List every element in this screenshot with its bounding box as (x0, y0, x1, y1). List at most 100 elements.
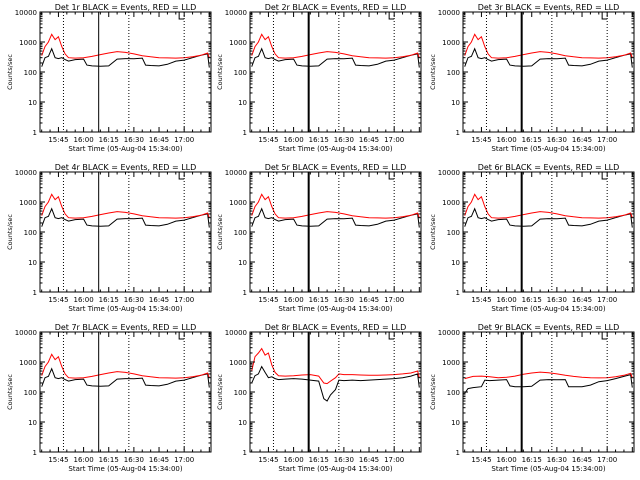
x-tick-label: 17:00 (174, 296, 194, 304)
plot-frame (249, 171, 422, 293)
x-tick-label: 16:15 (522, 136, 542, 144)
y-tick-label: 1 (456, 289, 460, 297)
events-line (464, 207, 633, 228)
x-tick-label: 15:45 (48, 136, 68, 144)
x-axis-label: Start Time (05-Aug-04 15:34:00) (278, 145, 392, 153)
y-tick-label: 10 (28, 259, 37, 267)
panel-5: Det 5r BLACK = Events, RED = LLD 1 10 100 10… (216, 163, 422, 313)
x-tick-label: 16:00 (73, 296, 93, 304)
panel-title: Det 6r BLACK = Events, RED = LLD (478, 163, 620, 172)
y-axis-label: Counts/sec (216, 54, 224, 90)
x-tick-label: 16:30 (124, 136, 144, 144)
y-tick-label: 10000 (15, 9, 37, 17)
panel-8: Det 8r BLACK = Events, RED = LLD 1 10 100 10… (216, 323, 422, 473)
y-tick-label: 1000 (442, 39, 460, 47)
panel-3: Det 3r BLACK = Events, RED = LLD 1 10 100 10… (429, 3, 635, 153)
x-tick-label: 16:00 (283, 296, 303, 304)
x-tick-label: 16:00 (73, 136, 93, 144)
x-tick-label: 16:30 (547, 296, 567, 304)
x-tick-label: 16:00 (283, 456, 303, 464)
y-tick-label: 10000 (438, 329, 460, 337)
panel-title: Det 3r BLACK = Events, RED = LLD (478, 3, 620, 12)
y-tick-label: 1 (456, 449, 460, 457)
y-tick-label: 100 (447, 389, 460, 397)
x-tick-label: 16:30 (334, 136, 354, 144)
y-axis-label: Counts/sec (429, 54, 437, 90)
plot-frame (249, 331, 422, 453)
x-tick-label: 16:15 (522, 296, 542, 304)
y-tick-label: 1000 (19, 359, 37, 367)
bracket-marker (601, 12, 608, 20)
panel-title: Det 1r BLACK = Events, RED = LLD (55, 3, 197, 12)
y-tick-label: 100 (447, 229, 460, 237)
x-axis-label: Start Time (05-Aug-04 15:34:00) (68, 465, 182, 473)
y-axis-label: Counts/sec (429, 214, 437, 250)
x-tick-label: 16:30 (124, 296, 144, 304)
bracket-marker (178, 172, 185, 180)
y-tick-label: 1000 (229, 39, 247, 47)
y-tick-label: 1 (33, 449, 37, 457)
events-line (251, 365, 420, 402)
x-tick-label: 16:15 (99, 296, 119, 304)
panel-title: Det 8r BLACK = Events, RED = LLD (265, 323, 407, 332)
bracket-marker (388, 172, 395, 180)
y-tick-label: 10000 (225, 9, 247, 17)
lld-line (251, 33, 420, 59)
lld-line (464, 33, 633, 59)
x-tick-label: 16:30 (547, 456, 567, 464)
y-tick-label: 100 (24, 229, 37, 237)
events-line (464, 373, 633, 394)
bracket-marker (178, 332, 185, 340)
x-tick-label: 17:00 (597, 456, 617, 464)
x-tick-label: 16:30 (124, 456, 144, 464)
x-axis-label: Start Time (05-Aug-04 15:34:00) (68, 305, 182, 313)
lld-line (41, 33, 210, 59)
bracket-marker (388, 332, 395, 340)
x-tick-label: 15:45 (258, 456, 278, 464)
lld-line (41, 353, 210, 379)
x-tick-label: 17:00 (384, 296, 404, 304)
y-axis-label: Counts/sec (6, 374, 14, 410)
x-tick-label: 15:45 (258, 136, 278, 144)
x-tick-label: 16:00 (496, 136, 516, 144)
y-tick-label: 10 (238, 419, 247, 427)
x-axis-label: Start Time (05-Aug-04 15:34:00) (491, 465, 605, 473)
y-tick-label: 100 (24, 389, 37, 397)
x-tick-label: 15:45 (48, 296, 68, 304)
x-tick-label: 16:45 (572, 456, 592, 464)
y-axis-label: Counts/sec (6, 214, 14, 250)
x-tick-label: 15:45 (48, 456, 68, 464)
x-tick-label: 16:30 (334, 296, 354, 304)
y-tick-label: 10000 (15, 329, 37, 337)
events-line (41, 367, 210, 388)
x-axis-label: Start Time (05-Aug-04 15:34:00) (491, 145, 605, 153)
x-tick-label: 16:30 (334, 456, 354, 464)
bracket-marker (601, 172, 608, 180)
y-tick-label: 1000 (19, 199, 37, 207)
x-tick-label: 16:45 (149, 296, 169, 304)
x-tick-label: 16:30 (547, 136, 567, 144)
plot-frame (39, 171, 212, 293)
x-axis-label: Start Time (05-Aug-04 15:34:00) (278, 465, 392, 473)
plot-frame (39, 11, 212, 133)
x-axis-label: Start Time (05-Aug-04 15:34:00) (68, 145, 182, 153)
y-tick-label: 1 (33, 289, 37, 297)
x-tick-label: 15:45 (471, 456, 491, 464)
x-axis-label: Start Time (05-Aug-04 15:34:00) (278, 305, 392, 313)
x-tick-label: 16:45 (359, 136, 379, 144)
y-tick-label: 10 (451, 419, 460, 427)
x-tick-label: 17:00 (174, 456, 194, 464)
y-tick-label: 10 (238, 259, 247, 267)
x-tick-label: 16:45 (572, 296, 592, 304)
x-tick-label: 16:15 (309, 296, 329, 304)
panel-title: Det 5r BLACK = Events, RED = LLD (265, 163, 407, 172)
y-tick-label: 10 (28, 99, 37, 107)
x-tick-label: 16:45 (149, 456, 169, 464)
x-tick-label: 16:15 (309, 456, 329, 464)
y-tick-label: 10000 (438, 9, 460, 17)
y-tick-label: 100 (234, 389, 247, 397)
y-tick-label: 1000 (442, 359, 460, 367)
x-tick-label: 16:00 (496, 456, 516, 464)
plot-frame (462, 171, 635, 293)
